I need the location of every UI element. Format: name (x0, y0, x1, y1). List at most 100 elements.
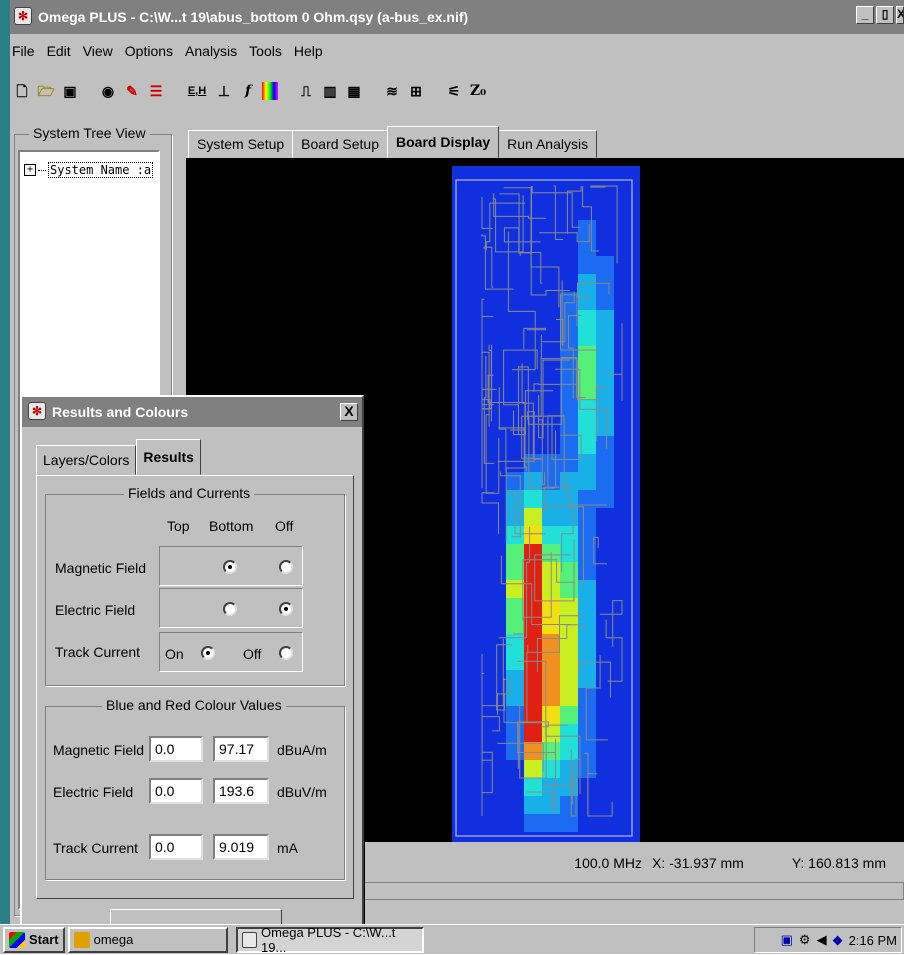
tree-item-system[interactable]: + System Name :a (24, 162, 154, 178)
task-omega-plus[interactable]: Omega PLUS - C:\W...t 19... (235, 925, 424, 955)
heatmap-cell (578, 562, 596, 580)
cursor-icon[interactable]: ◆ (832, 932, 843, 947)
menu-view[interactable]: View (82, 43, 113, 59)
heatmap-cell (560, 436, 578, 454)
heatmap-cell (596, 580, 614, 598)
maximize-button[interactable]: ▯ (876, 6, 894, 24)
menu-edit[interactable]: Edit (46, 43, 71, 59)
tab-board-setup[interactable]: Board Setup (292, 130, 388, 158)
electric-off-radio[interactable] (279, 602, 293, 616)
electric-min-input[interactable]: 0.0 (149, 778, 203, 804)
heatmap-cell (488, 436, 506, 454)
electric-max-input[interactable]: 193.6 (213, 778, 269, 804)
tab-run-analysis[interactable]: Run Analysis (498, 130, 598, 158)
color-bars-icon[interactable] (262, 82, 278, 100)
heatmap-cell (560, 760, 578, 778)
new-file-icon[interactable]: 🗋 (16, 83, 28, 99)
monitor-icon[interactable]: ▣ (780, 932, 793, 947)
menu-tools[interactable]: Tools (249, 43, 282, 59)
heatmap-cell (524, 778, 542, 796)
track-on-radio[interactable] (201, 646, 215, 660)
heatmap-cell (452, 652, 470, 670)
electric-bottom-radio[interactable] (223, 602, 237, 616)
menu-options[interactable]: Options (124, 43, 174, 59)
heatmap-cell (632, 418, 640, 436)
start-button[interactable]: Start (3, 926, 65, 953)
heatmap-cell (506, 796, 524, 814)
current-icon[interactable]: ⊥ (217, 83, 231, 99)
stack-icon[interactable]: ☰ (149, 83, 163, 99)
heatmap-cell (488, 814, 506, 832)
heatmap-cell (614, 598, 632, 616)
heatmap-cell (524, 544, 542, 562)
magnetic-bottom-radio[interactable] (223, 560, 237, 574)
heatmap-cell (452, 508, 470, 526)
speaker-icon[interactable]: ◀ (816, 932, 827, 947)
menu-file[interactable]: File (12, 43, 35, 59)
title-bar[interactable]: ✻ Omega PLUS - C:\W...t 19\abus_bottom 0… (10, 0, 904, 34)
field-heatmap[interactable] (186, 158, 904, 842)
heatmap-cell (632, 706, 640, 724)
heatmap-cell (614, 382, 632, 400)
heatmap-cell (452, 706, 470, 724)
dialog-title: Results and Colours (52, 404, 189, 420)
component-icon[interactable]: ⚟ (447, 83, 461, 99)
save-icon[interactable]: ▣ (63, 83, 77, 99)
spectrum-mag-icon[interactable]: ▦ (347, 83, 361, 99)
heatmap-cell (632, 526, 640, 544)
heatmap-cell (524, 490, 542, 508)
heatmap-cell (470, 634, 488, 652)
heatmap-cell (524, 670, 542, 688)
network-icon[interactable]: ⚙ (798, 932, 811, 947)
heatmap-cell (488, 526, 506, 544)
heatmap-cell (506, 832, 524, 842)
heatmap-cell (596, 184, 614, 202)
track-max-input[interactable]: 9.019 (213, 834, 269, 860)
pulse-icon[interactable]: ⎍ (301, 83, 311, 99)
magnetic-max-input[interactable]: 97.17 (213, 736, 269, 762)
minimize-button[interactable]: _ (856, 6, 874, 24)
eye-icon[interactable]: ◉ (101, 83, 115, 99)
dialog-title-bar[interactable]: ✻ Results and Colours X (22, 397, 362, 427)
heatmap-cell (524, 526, 542, 544)
heatmap-cell (560, 166, 578, 184)
expand-icon[interactable]: + (24, 164, 36, 176)
eh-field-icon[interactable]: E,H (187, 85, 207, 97)
spectrum-icon[interactable]: ▥ (323, 83, 337, 99)
heatmap-cell (470, 454, 488, 472)
menu-analysis[interactable]: Analysis (185, 43, 238, 59)
heatmap-cell (506, 292, 524, 310)
heatmap-cell (632, 328, 640, 346)
tab-board-display[interactable]: Board Display (387, 126, 500, 158)
tab-results[interactable]: Results (136, 439, 201, 475)
heatmap-cell (632, 184, 640, 202)
heatmap-cell (578, 544, 596, 562)
heatmap-cell (488, 796, 506, 814)
heatmap-cell (632, 346, 640, 364)
tab-system-setup[interactable]: System Setup (188, 130, 294, 158)
heatmap-cell (578, 238, 596, 256)
heatmap-cell (614, 814, 632, 832)
dialog-close-button[interactable]: X (340, 403, 358, 421)
menu-help[interactable]: Help (293, 43, 323, 59)
tab-layers-colors[interactable]: Layers/Colors (36, 445, 137, 475)
heatmap-cell (506, 652, 524, 670)
track-min-input[interactable]: 0.0 (149, 834, 203, 860)
pcb-icon[interactable]: ⊞ (410, 83, 422, 99)
heatmap-cell (560, 778, 578, 796)
plot-icon[interactable]: ✎ (126, 83, 138, 99)
magnetic-min-input[interactable]: 0.0 (149, 736, 203, 762)
open-folder-icon[interactable]: 🗁 (37, 83, 55, 99)
function-icon[interactable]: f (244, 83, 252, 99)
heatmap-cell (524, 724, 542, 742)
task-omega[interactable]: omega (67, 926, 228, 953)
heatmap-cell (632, 778, 640, 796)
toolbar: 🗋 🗁 ▣ ◉ ✎ ☰ E,H ⊥ f ⎍ ▥ ▦ ≋ ⊞ ⚟ Z₀ (10, 70, 904, 112)
layers-icon[interactable]: ≋ (386, 83, 398, 99)
magnetic-field-options (159, 546, 303, 586)
heatmap-cell (542, 310, 560, 328)
impedance-icon[interactable]: Z₀ (469, 83, 487, 99)
magnetic-off-radio[interactable] (279, 560, 293, 574)
track-off-radio[interactable] (279, 646, 293, 660)
close-button[interactable]: X (896, 6, 904, 24)
